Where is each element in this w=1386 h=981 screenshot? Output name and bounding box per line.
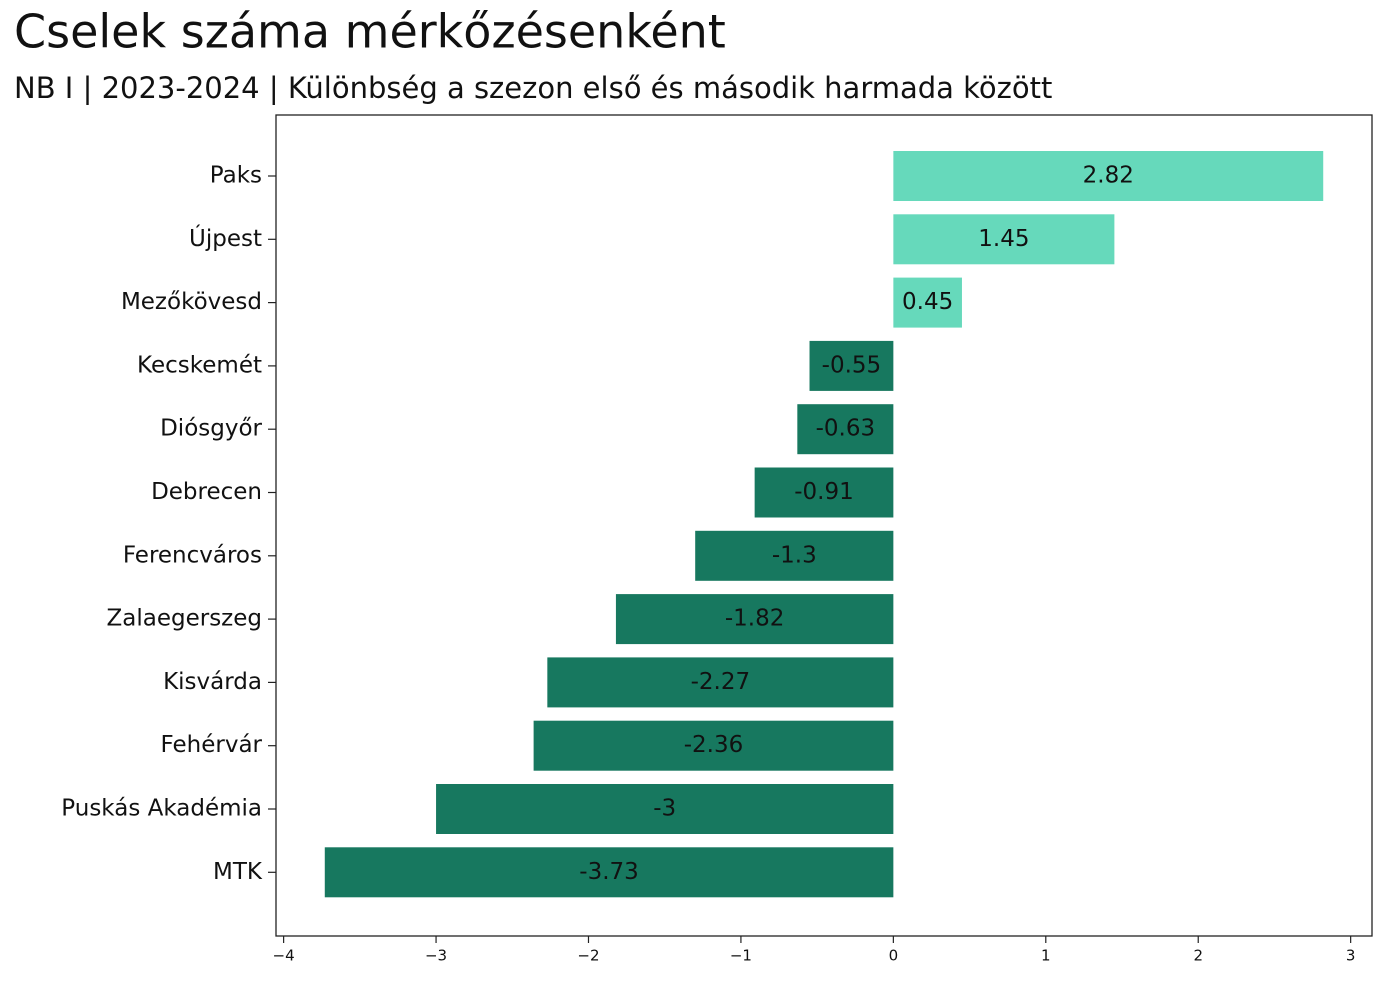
x-tick-label: −2	[577, 947, 599, 965]
x-tick-label: −3	[425, 947, 447, 965]
plot-frame	[275, 114, 1373, 937]
y-tick-label: Debrecen	[151, 479, 262, 505]
y-tick-label: Ferencváros	[123, 542, 262, 568]
value-label: -2.36	[684, 732, 744, 758]
bar	[809, 340, 894, 391]
value-label: 2.82	[1083, 163, 1134, 189]
value-label: -3	[653, 796, 676, 822]
x-tick-label: 2	[1193, 947, 1203, 965]
x-tick-label: 1	[1041, 947, 1051, 965]
y-tick-label: Kecskemét	[137, 352, 262, 378]
value-label: 1.45	[978, 226, 1029, 252]
y-tick-label: Zalaegerszeg	[107, 606, 263, 632]
value-label: -0.91	[794, 479, 854, 505]
value-label: 0.45	[902, 289, 953, 315]
bar	[893, 151, 1324, 201]
value-label: -1.82	[725, 606, 785, 632]
x-tick-label: 3	[1346, 947, 1356, 965]
y-tick-label: Paks	[210, 163, 262, 189]
value-label: -0.55	[822, 352, 882, 378]
x-tick-label: 0	[889, 947, 899, 965]
bar	[893, 214, 1115, 265]
value-label: -2.27	[691, 669, 751, 695]
bar	[754, 467, 894, 518]
bar	[547, 657, 894, 708]
bar	[436, 784, 894, 834]
bar	[324, 847, 894, 898]
chart-title: Cselek száma mérkőzésenként	[14, 5, 726, 59]
bar	[893, 277, 962, 328]
y-tick-label: Mezőkövesd	[121, 289, 262, 315]
x-tick-label: −1	[730, 947, 752, 965]
bar	[533, 720, 894, 771]
value-label: -1.3	[772, 542, 817, 568]
y-tick-label: Diósgyőr	[160, 416, 262, 442]
value-label: -3.73	[579, 859, 639, 885]
y-tick-label: Puskás Akadémia	[61, 796, 262, 822]
bar	[797, 404, 894, 455]
value-label: -0.63	[816, 416, 876, 442]
x-tick-label: −4	[273, 947, 295, 965]
y-tick-label: Kisvárda	[163, 669, 262, 695]
chart-subtitle: NB I | 2023-2024 | Különbség a szezon el…	[14, 71, 1052, 105]
bar	[695, 530, 894, 581]
y-tick-label: Újpest	[189, 224, 262, 252]
bar	[615, 594, 894, 645]
y-tick-label: MTK	[213, 859, 263, 885]
y-tick-label: Fehérvár	[161, 732, 263, 758]
